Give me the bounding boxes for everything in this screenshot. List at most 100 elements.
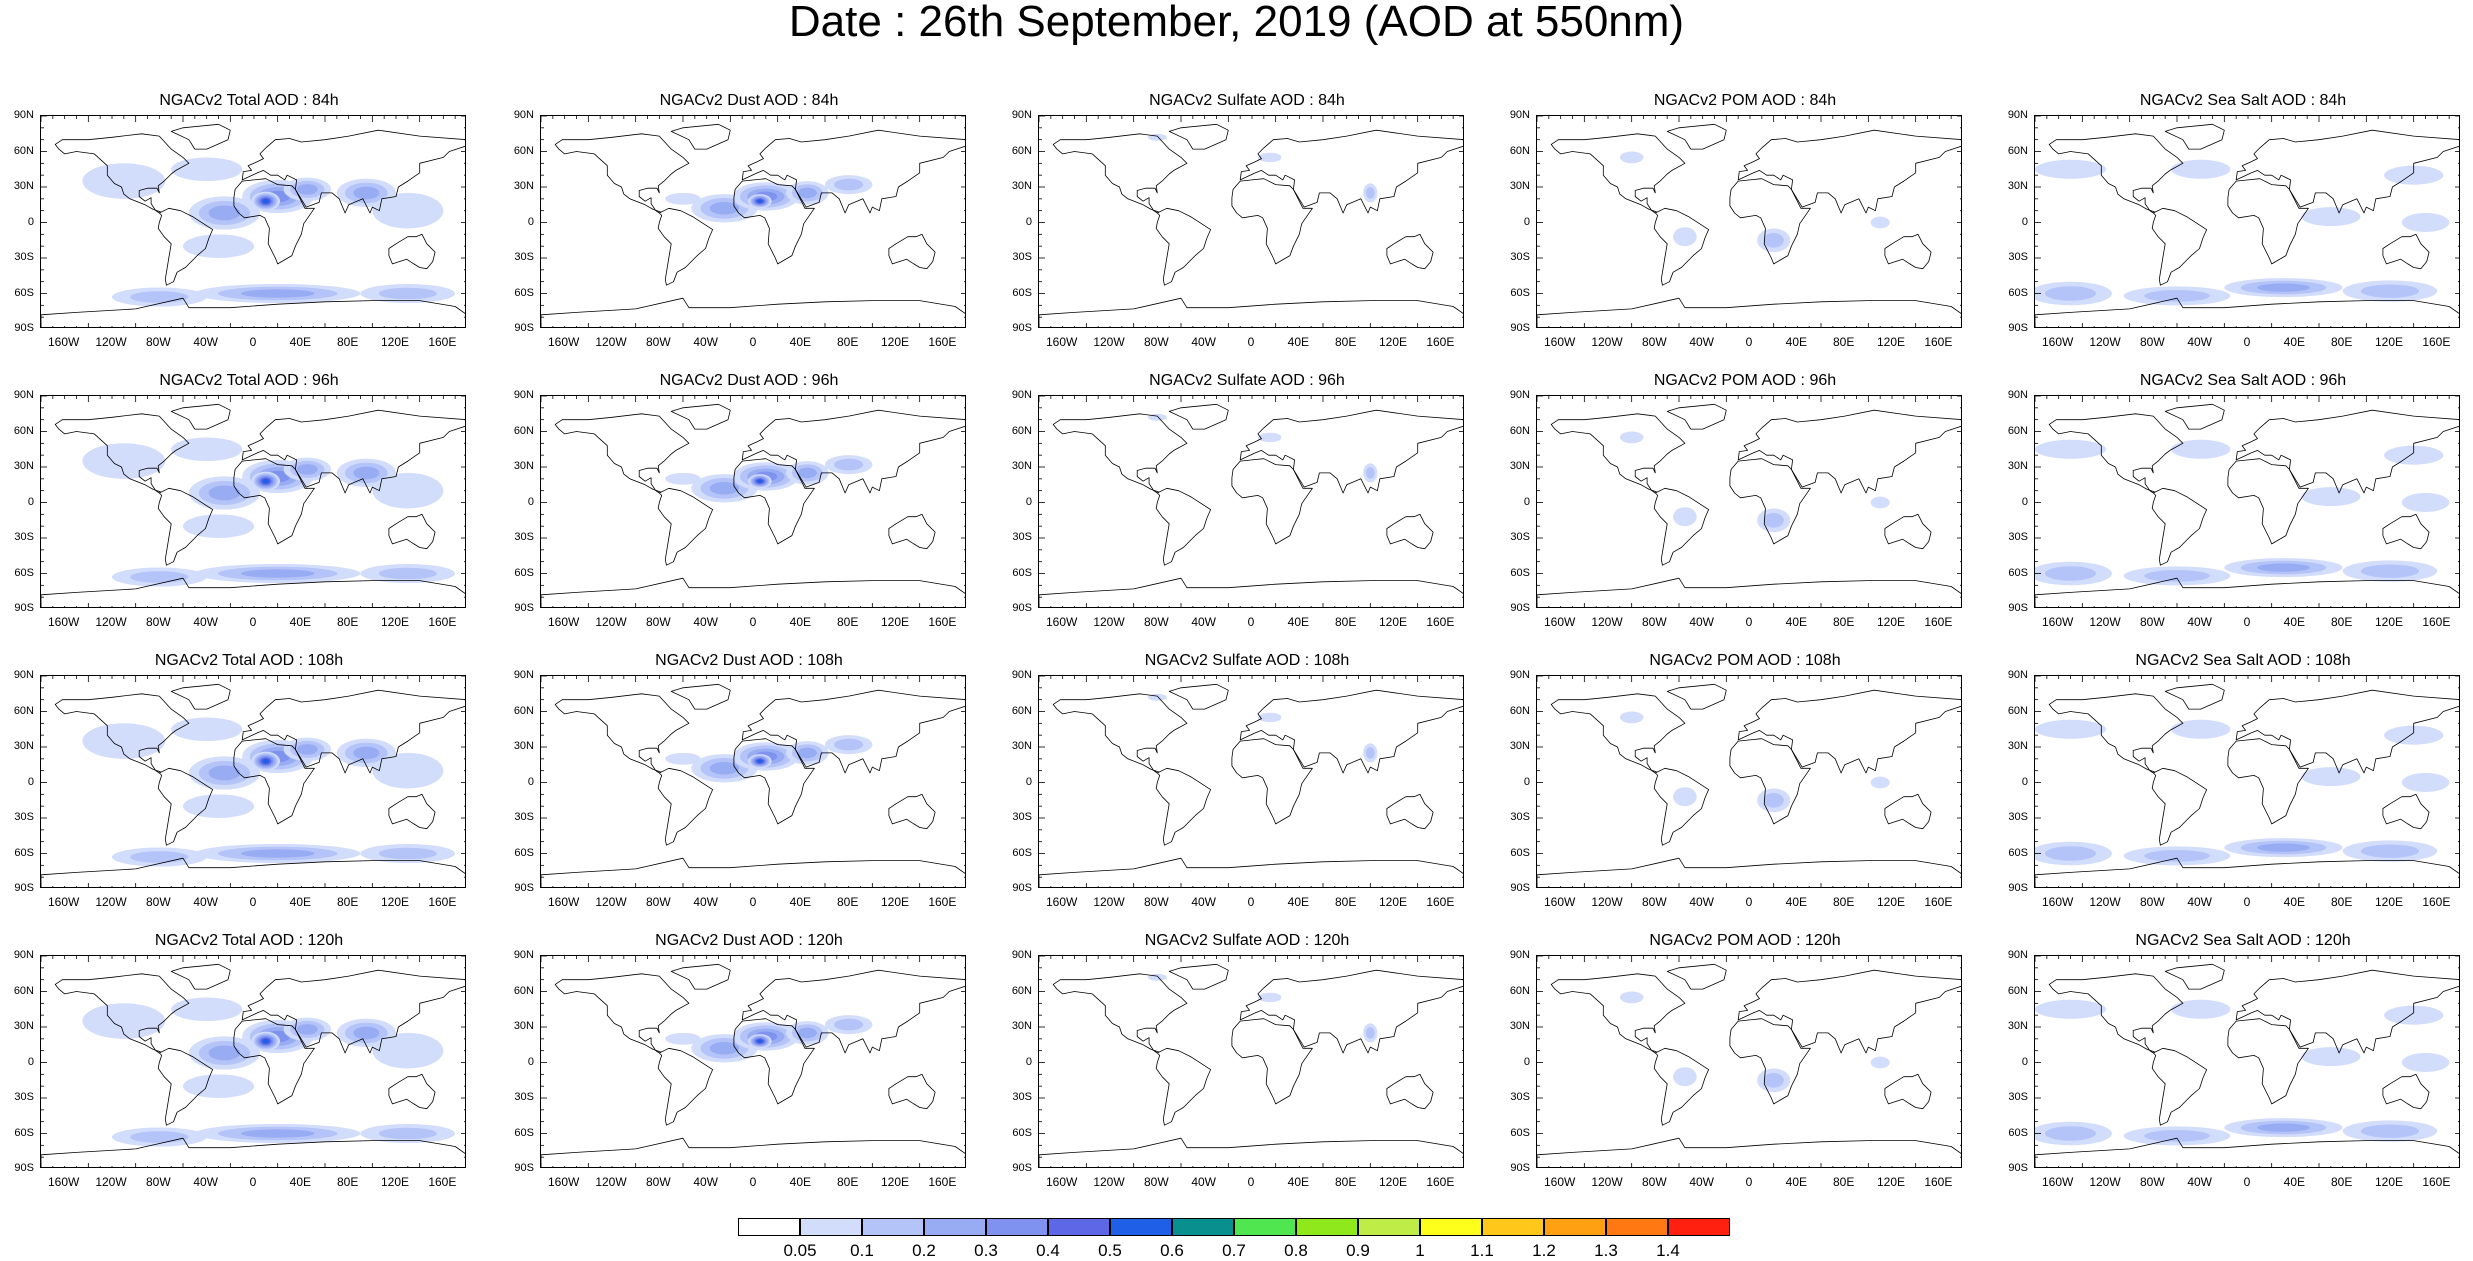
aod-plume — [2301, 207, 2361, 227]
aod-map — [541, 676, 965, 887]
lat-label: 30N — [1011, 460, 1032, 472]
lon-label: 80E — [1832, 895, 1855, 909]
aod-plume — [2384, 445, 2444, 465]
coastline-north-america — [1550, 693, 1686, 774]
lon-label: 160W — [1045, 335, 1078, 349]
coastline-north-america — [54, 413, 190, 494]
coastline-greenland — [170, 403, 231, 430]
lon-label: 80E — [1334, 1175, 1357, 1189]
lon-label: 40E — [2283, 335, 2305, 349]
lat-label: 90S — [1510, 1162, 1530, 1174]
aod-plume — [296, 464, 318, 475]
coastline-north-america — [554, 133, 690, 214]
map-panel: NGACv2 Total AOD : 120h 90N 60N 30N 0 30S 60S 9… — [0, 932, 466, 1189]
lon-label: 0 — [1745, 615, 1753, 629]
lon-label: 120E — [1876, 335, 1906, 349]
lat-label: 60N — [1509, 144, 1530, 157]
lon-label: 40E — [1287, 1175, 1309, 1189]
aod-map — [1039, 396, 1463, 607]
lon-label: 160W — [1045, 1175, 1078, 1189]
coastline-greenland — [2164, 123, 2225, 150]
lon-label: 160E — [2422, 1175, 2451, 1189]
panel-title: NGACv2 Sulfate AOD : 96h — [1149, 372, 1345, 389]
colorbar-tick-label: 0.05 — [783, 1241, 817, 1260]
lat-label: 60S — [1510, 566, 1530, 579]
aod-map — [41, 396, 465, 607]
lat-label: 90S — [2008, 1162, 2028, 1174]
coastline-greenland — [670, 683, 731, 710]
lat-label: 90S — [1012, 322, 1032, 334]
lat-label: 90N — [13, 669, 34, 681]
coastline-australia — [1386, 793, 1434, 830]
coastline-australia — [888, 513, 936, 550]
lon-label: 120E — [1378, 1175, 1408, 1189]
lon-label: 0 — [2243, 615, 2251, 629]
lat-label: 30N — [2007, 740, 2028, 752]
coastline-north-america — [2048, 973, 2184, 1054]
aod-plume — [378, 567, 437, 580]
aod-plume — [2301, 487, 2361, 507]
coastline-south-america — [1653, 1047, 1710, 1126]
lat-label: 0 — [2021, 215, 2028, 228]
aod-plume — [2401, 1053, 2450, 1072]
lon-label: 0 — [749, 615, 757, 629]
map-panel: NGACv2 POM AOD : 96h 90N 60N 30N 0 30S 60S 90S 1… — [1496, 372, 1962, 629]
colorbar-tick-label: 0.4 — [1036, 1241, 1060, 1260]
lon-label: 120W — [2089, 335, 2121, 349]
coastline-north-america — [1550, 973, 1686, 1054]
lon-label: 40W — [693, 1175, 718, 1189]
coastline-europe-asia — [1737, 129, 1961, 214]
aod-plume — [372, 1032, 444, 1069]
coastline-antarctica — [41, 857, 465, 887]
map-panel: NGACv2 Total AOD : 108h 90N 60N 30N 0 30S 60S 9… — [0, 652, 466, 909]
coastline-antarctica — [1039, 297, 1463, 327]
lat-label: 90N — [1509, 109, 1530, 121]
lon-label: 80E — [1832, 335, 1855, 349]
lat-label: 60N — [513, 704, 534, 717]
aod-plume — [353, 186, 380, 200]
lon-label: 120W — [1591, 335, 1623, 349]
coastline-greenland — [170, 123, 231, 150]
lat-label: 90S — [2008, 602, 2028, 614]
lon-label: 160W — [1543, 615, 1576, 629]
aod-plume — [82, 723, 166, 759]
lat-label: 0 — [1523, 215, 1530, 228]
lon-label: 80E — [2330, 1175, 2353, 1189]
coastline-antarctica — [1537, 857, 1961, 887]
coastline-greenland — [670, 403, 731, 430]
lat-label: 0 — [1025, 215, 1032, 228]
lat-label: 0 — [27, 495, 34, 508]
aod-plume — [2035, 439, 2106, 459]
lat-label: 30N — [2007, 1020, 2028, 1032]
coastline-africa — [1729, 738, 1811, 825]
lat-label: 0 — [1523, 1055, 1530, 1068]
lat-label: 30N — [1509, 740, 1530, 752]
lat-label: 0 — [527, 495, 534, 508]
colorbar-tick-label: 1.2 — [1532, 1241, 1556, 1260]
lat-label: 0 — [2021, 495, 2028, 508]
aod-plume — [709, 1042, 740, 1055]
lat-label: 90S — [514, 882, 534, 894]
aod-plume — [1763, 513, 1784, 528]
aod-plume — [2144, 1130, 2210, 1142]
lon-label: 80W — [645, 615, 671, 629]
aod-plume — [353, 746, 380, 760]
lon-label: 120E — [880, 1175, 910, 1189]
lon-label: 40E — [1785, 895, 1807, 909]
map-frame — [1536, 955, 1962, 1168]
aod-plume — [2045, 566, 2096, 581]
map-panel: NGACv2 Sulfate AOD : 108h 90N 60N 30N 0 30S 60… — [998, 652, 1464, 909]
coastline-south-america — [657, 487, 714, 566]
map-frame — [1038, 115, 1464, 328]
aod-plume — [183, 514, 254, 538]
lon-label: 80W — [645, 895, 671, 909]
aod-plume — [1673, 507, 1697, 527]
lon-label: 160W — [47, 335, 80, 349]
lat-label: 60S — [514, 286, 534, 299]
coastline-south-america — [1155, 207, 1212, 286]
aod-plume — [82, 163, 166, 199]
map-frame — [2034, 955, 2460, 1168]
aod-plume — [1870, 496, 1890, 509]
lat-label: 30S — [2008, 1091, 2028, 1103]
aod-plume — [296, 744, 318, 755]
